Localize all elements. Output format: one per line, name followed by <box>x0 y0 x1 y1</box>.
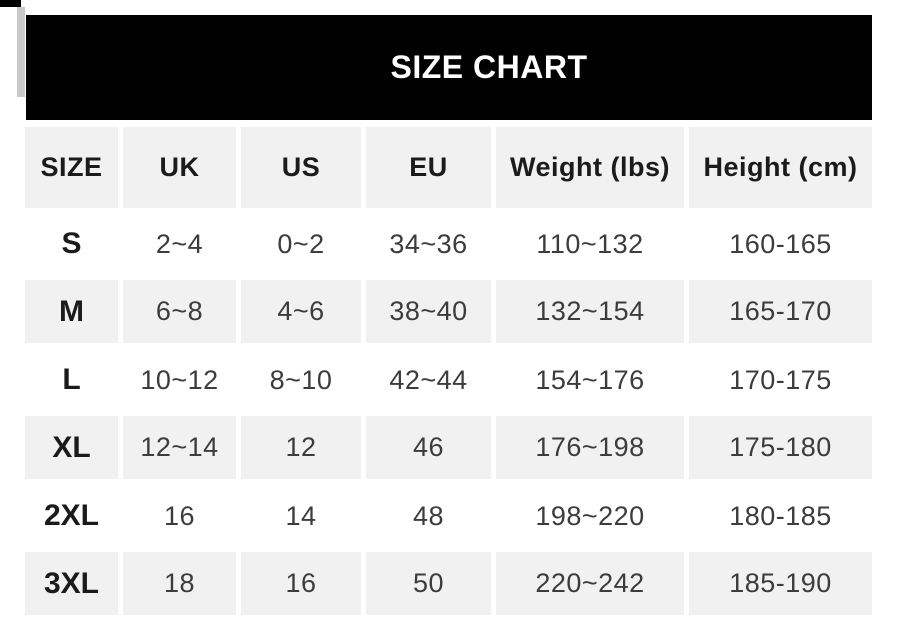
column-header-weight: Weight (lbs) <box>496 127 684 210</box>
table-row-2xl: 2XL 16 14 48 198~220 180-185 <box>25 482 872 550</box>
table-cell: 50 <box>366 550 491 618</box>
size-label-cell: L <box>62 363 81 396</box>
size-label-cell: S <box>61 227 82 260</box>
size-chart-banner: SIZE CHART <box>26 15 872 120</box>
table-cell: 185-190 <box>689 550 872 618</box>
page-title: SIZE CHART <box>390 49 588 85</box>
column-header-us: US <box>241 127 361 210</box>
table-cell: 12 <box>241 414 361 482</box>
table-header-row: SIZE UK US EU Weight (lbs) Height (cm) <box>25 127 872 210</box>
column-header-height: Height (cm) <box>689 127 872 210</box>
table-cell: 46 <box>366 414 491 482</box>
table-cell: 42~44 <box>389 364 468 395</box>
table-cell: 220~242 <box>496 550 684 618</box>
table-cell: 165-170 <box>689 278 872 346</box>
size-table: SIZE UK US EU Weight (lbs) Height (cm) S… <box>25 127 872 618</box>
table-cell: 132~154 <box>496 278 684 346</box>
table-cell: 0~2 <box>277 228 325 259</box>
table-cell: 16 <box>163 500 196 531</box>
size-label-cell: 2XL <box>43 499 100 532</box>
edge-sliver <box>17 7 25 97</box>
table-cell: 154~176 <box>535 364 645 395</box>
table-cell: 2~4 <box>155 228 204 259</box>
table-cell: 170-175 <box>729 364 832 395</box>
size-label-cell: M <box>25 278 118 346</box>
table-cell: 12~14 <box>123 414 236 482</box>
table-row-3xl: 3XL 18 16 50 220~242 185-190 <box>25 550 872 618</box>
table-cell: 16 <box>241 550 361 618</box>
table-cell: 38~40 <box>366 278 491 346</box>
table-cell: 176~198 <box>496 414 684 482</box>
table-cell: 175-180 <box>689 414 872 482</box>
column-header-uk: UK <box>123 127 236 210</box>
table-row-m: M 6~8 4~6 38~40 132~154 165-170 <box>25 278 872 346</box>
table-cell: 160-165 <box>729 228 832 259</box>
table-cell: 48 <box>412 500 445 531</box>
table-cell: 110~132 <box>536 228 644 259</box>
table-cell: 14 <box>285 500 317 531</box>
size-label-cell: 3XL <box>25 550 118 618</box>
size-label-cell: XL <box>25 414 118 482</box>
table-cell: 198~220 <box>535 500 645 531</box>
table-cell: 8~10 <box>269 364 333 395</box>
table-cell: 34~36 <box>389 228 468 259</box>
column-header-size: SIZE <box>25 127 118 210</box>
table-cell: 18 <box>123 550 236 618</box>
table-row-s: S 2~4 0~2 34~36 110~132 160-165 <box>25 210 872 278</box>
table-cell: 180-185 <box>729 500 832 531</box>
table-row-xl: XL 12~14 12 46 176~198 175-180 <box>25 414 872 482</box>
corner-mark <box>0 0 21 7</box>
table-cell: 6~8 <box>123 278 236 346</box>
table-row-l: L 10~12 8~10 42~44 154~176 170-175 <box>25 346 872 414</box>
column-header-eu: EU <box>366 127 491 210</box>
table-cell: 10~12 <box>140 364 219 395</box>
table-cell: 4~6 <box>241 278 361 346</box>
